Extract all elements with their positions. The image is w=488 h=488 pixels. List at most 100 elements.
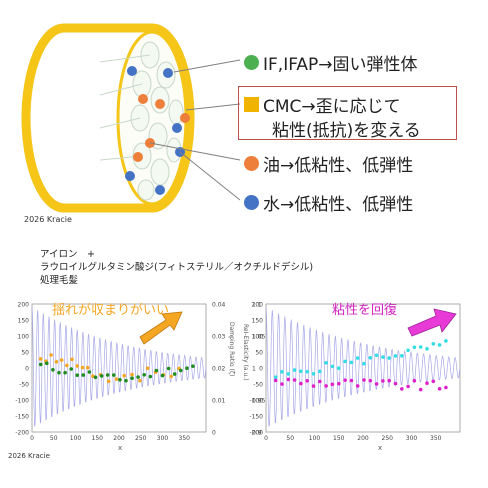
left-scatter (38, 353, 195, 384)
scatter-point (381, 379, 385, 383)
scatter-point (324, 361, 328, 365)
scatter-point (142, 373, 146, 377)
oscillation-curve (31, 306, 207, 427)
y-tick-label: -200 (249, 430, 263, 437)
legend-if-ifap: IF,IFAP→固い弾性体 (244, 50, 418, 75)
scatter-point (343, 378, 347, 382)
scatter-point (59, 358, 64, 362)
y-tick-label: 100 (252, 334, 264, 341)
right-tick-label: 0.01 (212, 398, 226, 405)
y-tick-label: -200 (15, 430, 29, 437)
scatter-point (124, 378, 128, 383)
scatter-point (75, 364, 79, 368)
scatter-point (145, 366, 150, 370)
left-annotation: 揺れが収まりがいい (52, 303, 169, 318)
x-tick-label: 350 (430, 435, 442, 442)
scatter-point (273, 378, 278, 383)
scatter-point (387, 378, 392, 383)
scatter-point (280, 382, 284, 386)
y-tick-label: -50 (19, 382, 29, 389)
scatter-point (122, 373, 126, 378)
scatter-point (130, 372, 134, 377)
legend-cmc-label-2: 粘性(抵抗)を変える (272, 121, 421, 141)
scatter-point (81, 373, 86, 377)
y-tick-label: -150 (249, 414, 263, 421)
x-tick-label: 0 (30, 435, 34, 442)
y-tick-label: 50 (255, 350, 263, 357)
scatter-point (431, 379, 436, 384)
right-scatter (273, 339, 448, 392)
scatter-point (75, 373, 79, 377)
left-right-axis-label: Damping Ratio (ζ) (228, 322, 235, 376)
scatter-point (337, 366, 341, 370)
y-tick-label: 200 (18, 302, 30, 309)
legend-oil-label: 油→低粘性、低弾性 (263, 156, 414, 176)
left-copyright: 2026 Kracie (8, 452, 50, 460)
green-circle-icon (244, 55, 259, 70)
y-tick-label: 150 (18, 318, 30, 325)
scatter-point (349, 360, 354, 365)
yellow-square-icon (244, 97, 259, 112)
scatter-point (381, 355, 385, 359)
right-tick-label: 1 (252, 366, 256, 373)
cmc-highlight-box (238, 86, 457, 140)
scatter-point (406, 384, 410, 389)
right-tick-label: 0.9 (252, 430, 262, 437)
scatter-point (406, 348, 410, 353)
legend-cmc-label: CMC→歪に応じて (263, 97, 401, 117)
orange-circle-icon (244, 156, 259, 171)
scatter-point (130, 376, 134, 380)
y-tick-label: 0 (25, 366, 29, 373)
scatter-point (355, 356, 360, 360)
scatter-point (136, 375, 140, 379)
scatter-point (374, 382, 379, 386)
scatter-point (280, 370, 284, 374)
hair-fiber-diagram: 2026 Kracie (21, 23, 241, 224)
scatter-point (105, 373, 110, 377)
right-y-ticks: 200 150 100 50 0 -50 -100 -150 -200 (249, 302, 263, 437)
scatter-point (349, 378, 354, 383)
scatter-point (437, 387, 442, 391)
scatter-point (118, 378, 122, 382)
scatter-point (51, 368, 55, 372)
scatter-point (85, 365, 90, 370)
left-chart: 200 150 100 50 0 -50 -100 -150 -200 0.04 0.03 0.02… (8, 302, 235, 461)
x-tick-label: 300 (406, 435, 418, 442)
scatter-point (418, 387, 423, 392)
x-tick-label: 350 (179, 435, 191, 442)
y-tick-label: -100 (249, 398, 263, 405)
right-up-arrow-icon (407, 308, 457, 337)
scatter-point (57, 370, 61, 375)
scatter-point (318, 379, 322, 384)
scatter-point (160, 373, 165, 378)
right-tick-label: 1.05 (252, 334, 266, 341)
scatter-point (138, 378, 142, 383)
scatter-point (99, 374, 104, 378)
left-y-ticks: 200 150 100 50 0 -50 -100 -150 -200 (15, 302, 29, 437)
left-x-ticks: 0 50 100 150 200 250 300 350 (30, 435, 190, 442)
scatter-point (69, 367, 73, 371)
x-tick-label: 200 (113, 435, 125, 442)
scatter-point (400, 387, 404, 391)
inner-fibrils (99, 41, 184, 201)
connector-lines (149, 59, 241, 201)
scatter-point (355, 384, 360, 388)
legend-water: 水→低粘性、低弾性 (244, 190, 413, 215)
right-right-axis-label: ReI-Elasticity (a.u.) (242, 324, 249, 381)
right-x-label: x (378, 444, 382, 452)
x-tick-label: 150 (333, 435, 345, 442)
left-wave (31, 306, 207, 427)
scatter-point (362, 361, 366, 366)
x-tick-label: 250 (382, 435, 394, 442)
scatter-point (154, 368, 159, 373)
right-annotation: 粘性を回復 (332, 302, 397, 318)
scatter-point (172, 372, 177, 376)
scatter-point (330, 364, 335, 369)
scatter-point (444, 339, 448, 343)
scatter-point (324, 384, 328, 388)
scatter-point (65, 363, 69, 368)
right-tick-label: 1.1 (252, 302, 262, 309)
scatter-point (393, 381, 398, 386)
scatter-point (305, 369, 310, 374)
